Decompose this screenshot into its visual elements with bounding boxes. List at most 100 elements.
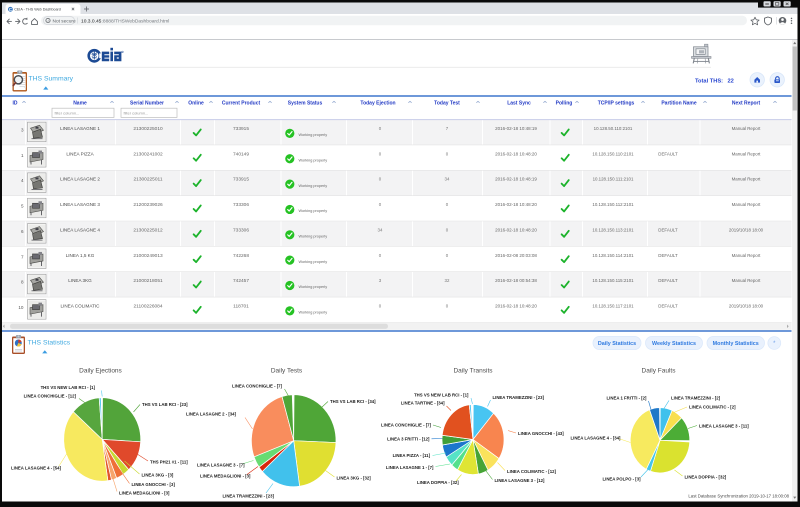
svg-text:10.128.150.110:2101: 10.128.150.110:2101 bbox=[592, 151, 634, 156]
svg-text:21300241002: 21300241002 bbox=[133, 151, 163, 157]
svg-text:0: 0 bbox=[446, 227, 449, 232]
svg-text:21000218051: 21000218051 bbox=[133, 278, 163, 284]
svg-text:2016-02-18 10:48:20: 2016-02-18 10:48:20 bbox=[495, 227, 537, 232]
svg-text:0: 0 bbox=[446, 202, 449, 207]
svg-text:LINEA TRAMEZZINI - [2]: LINEA TRAMEZZINI - [2] bbox=[671, 396, 721, 401]
svg-text:LINEA COLIMATIC - [2]: LINEA COLIMATIC - [2] bbox=[689, 405, 736, 410]
svg-text:3: 3 bbox=[21, 128, 24, 133]
svg-text:Total THS:: Total THS: bbox=[695, 78, 723, 84]
svg-text:Working properly: Working properly bbox=[299, 158, 328, 162]
svg-text:733306: 733306 bbox=[233, 202, 249, 208]
svg-text:0: 0 bbox=[379, 177, 382, 182]
svg-text:Working properly: Working properly bbox=[299, 235, 328, 239]
svg-text:LINEA CONCHIGLIE - [7]: LINEA CONCHIGLIE - [7] bbox=[381, 423, 432, 428]
svg-text:Polling: Polling bbox=[556, 100, 573, 106]
svg-text:LINEA LASAGNE 4 - [54]: LINEA LASAGNE 4 - [54] bbox=[11, 466, 62, 471]
svg-text:LINEA LASAGNE 1: LINEA LASAGNE 1 bbox=[60, 126, 100, 131]
svg-text:1: 1 bbox=[21, 153, 24, 158]
svg-text:Working properly: Working properly bbox=[299, 133, 328, 137]
svg-text:10.128.150.115:2101: 10.128.150.115:2101 bbox=[592, 278, 634, 283]
svg-text:Next Report: Next Report bbox=[732, 100, 761, 106]
svg-text:LINEA CONCHIGLIE - [12]: LINEA CONCHIGLIE - [12] bbox=[24, 394, 77, 399]
svg-text:Working properly: Working properly bbox=[299, 209, 328, 213]
svg-text:C: C bbox=[9, 7, 13, 12]
svg-text:LINEA PIZZA - [11]: LINEA PIZZA - [11] bbox=[393, 453, 431, 458]
svg-text:Name: Name bbox=[73, 100, 87, 106]
svg-text:2016-02-08 20:03:08: 2016-02-08 20:03:08 bbox=[495, 253, 537, 258]
svg-text:ID: ID bbox=[13, 100, 18, 106]
svg-text:LINEA 3KG - [3]: LINEA 3KG - [3] bbox=[142, 473, 174, 478]
svg-text:0: 0 bbox=[379, 126, 382, 131]
svg-text:21100226084: 21100226084 bbox=[134, 303, 163, 309]
svg-text:Monthly Statistics: Monthly Statistics bbox=[713, 341, 759, 347]
svg-text:21300225012: 21300225012 bbox=[133, 227, 163, 233]
svg-text:2016-02-18 10:48:20: 2016-02-18 10:48:20 bbox=[495, 202, 537, 207]
svg-text:LINEA LASAGNE 2 - [34]: LINEA LASAGNE 2 - [34] bbox=[186, 412, 237, 417]
svg-text:LINEA LASAGNE 3 - [12]: LINEA LASAGNE 3 - [12] bbox=[495, 478, 546, 483]
svg-text:0: 0 bbox=[446, 303, 449, 308]
svg-text:32: 32 bbox=[445, 278, 450, 283]
svg-text:LINEA LASAGNE 2: LINEA LASAGNE 2 bbox=[60, 177, 100, 182]
svg-text:21200239026: 21200239026 bbox=[133, 202, 163, 208]
svg-text:Weekly Statistics: Weekly Statistics bbox=[652, 341, 696, 347]
svg-text:LINEA LASAGNE 3 - [11]: LINEA LASAGNE 3 - [11] bbox=[699, 424, 749, 429]
svg-text:10.128.150.117:2101: 10.128.150.117:2101 bbox=[592, 303, 634, 308]
svg-text:*: * bbox=[773, 341, 776, 347]
svg-text:LINEA COLIMATIC: LINEA COLIMATIC bbox=[61, 303, 101, 308]
svg-text:Working properly: Working properly bbox=[299, 260, 328, 264]
svg-text:2016-02-18 10:48:19: 2016-02-18 10:48:19 bbox=[495, 126, 537, 131]
svg-text:10: 10 bbox=[18, 305, 24, 310]
svg-text:740149: 740149 bbox=[233, 151, 249, 157]
svg-text:LINEA LASAGNE 4: LINEA LASAGNE 4 bbox=[60, 227, 100, 232]
svg-text:DEFAULT: DEFAULT bbox=[658, 253, 678, 258]
svg-text:CEIA - THS Web Dashboard: CEIA - THS Web Dashboard bbox=[14, 8, 61, 12]
svg-text:Not secure: Not secure bbox=[53, 18, 77, 24]
svg-text:LINEA DOPPIA - [32]: LINEA DOPPIA - [32] bbox=[685, 475, 727, 480]
svg-text:filter column...: filter column... bbox=[124, 110, 149, 115]
svg-text:DEFAULT: DEFAULT bbox=[658, 227, 678, 232]
svg-text:LINEA LASAGNE 3: LINEA LASAGNE 3 bbox=[60, 202, 100, 207]
svg-text:2019/10/18 18:00: 2019/10/18 18:00 bbox=[729, 303, 764, 308]
svg-text:LINEA GNOCCHI - [43]: LINEA GNOCCHI - [43] bbox=[518, 431, 564, 436]
svg-text:0: 0 bbox=[446, 253, 449, 258]
svg-text:DEFAULT: DEFAULT bbox=[658, 151, 678, 156]
svg-text:Daily Tests: Daily Tests bbox=[271, 368, 303, 375]
svg-text:TCP/IP settings: TCP/IP settings bbox=[598, 100, 635, 106]
svg-text:2016-02-18 10:48:19: 2016-02-18 10:48:19 bbox=[495, 177, 537, 182]
svg-text:LINEA POLPO - [3]: LINEA POLPO - [3] bbox=[603, 477, 642, 482]
svg-text:THS PH21 #1 - [11]: THS PH21 #1 - [11] bbox=[150, 460, 188, 465]
svg-text:2019/10/18 18:00: 2019/10/18 18:00 bbox=[729, 227, 764, 232]
svg-text:Last Database Synchronization: Last Database Synchronization 2019-10-17… bbox=[688, 493, 789, 498]
svg-text:LINEA 3KG: LINEA 3KG bbox=[68, 278, 92, 283]
svg-text:Daily Faults: Daily Faults bbox=[642, 368, 677, 375]
svg-text:THS VS NEW LAB RCI - [1]: THS VS NEW LAB RCI - [1] bbox=[414, 393, 469, 398]
svg-text:Today Ejection: Today Ejection bbox=[360, 100, 395, 106]
svg-text:LINEA COLIMATIC - [12]: LINEA COLIMATIC - [12] bbox=[507, 469, 557, 474]
svg-text:LINEA TRAMEZZINI - [23]: LINEA TRAMEZZINI - [23] bbox=[493, 395, 545, 400]
svg-text:LINEA 1,5 KG: LINEA 1,5 KG bbox=[66, 253, 95, 258]
svg-text:filter column...: filter column... bbox=[55, 110, 80, 115]
svg-text:LINEA MEDAGLIONI - [3]: LINEA MEDAGLIONI - [3] bbox=[200, 474, 251, 479]
svg-text:733915: 733915 bbox=[233, 126, 249, 132]
svg-text:Today Test: Today Test bbox=[434, 100, 460, 106]
svg-text:10.128.50.110:2101: 10.128.50.110:2101 bbox=[594, 126, 633, 131]
svg-text:8: 8 bbox=[21, 280, 24, 285]
svg-text:2016-02-18 00:54:38: 2016-02-18 00:54:38 bbox=[495, 278, 537, 283]
svg-text:6: 6 bbox=[21, 229, 24, 234]
svg-text:3: 3 bbox=[379, 278, 382, 283]
svg-text:733306: 733306 bbox=[233, 227, 249, 233]
svg-text:0: 0 bbox=[379, 253, 382, 258]
svg-text:LINEA CONCHIGLIE - [7]: LINEA CONCHIGLIE - [7] bbox=[232, 384, 283, 389]
svg-text:21000249013: 21000249013 bbox=[133, 253, 163, 259]
svg-text:DEFAULT: DEFAULT bbox=[658, 278, 678, 283]
svg-text:Manual Report: Manual Report bbox=[732, 253, 762, 258]
svg-text:10.3.0.45: 10.3.0.45 bbox=[81, 18, 102, 24]
svg-text:LINEA 3KG - [32]: LINEA 3KG - [32] bbox=[337, 476, 372, 481]
svg-text:LINEA LASAGNE 3 - [7]: LINEA LASAGNE 3 - [7] bbox=[197, 463, 245, 468]
svg-text:Working properly: Working properly bbox=[299, 285, 328, 289]
svg-text:21300225011: 21300225011 bbox=[134, 177, 163, 183]
svg-text:7: 7 bbox=[446, 126, 449, 131]
svg-text:LINEA LASAGNE 4 - [34]: LINEA LASAGNE 4 - [34] bbox=[571, 436, 622, 441]
svg-text:5: 5 bbox=[21, 204, 24, 209]
svg-text:21300225010: 21300225010 bbox=[133, 126, 163, 132]
